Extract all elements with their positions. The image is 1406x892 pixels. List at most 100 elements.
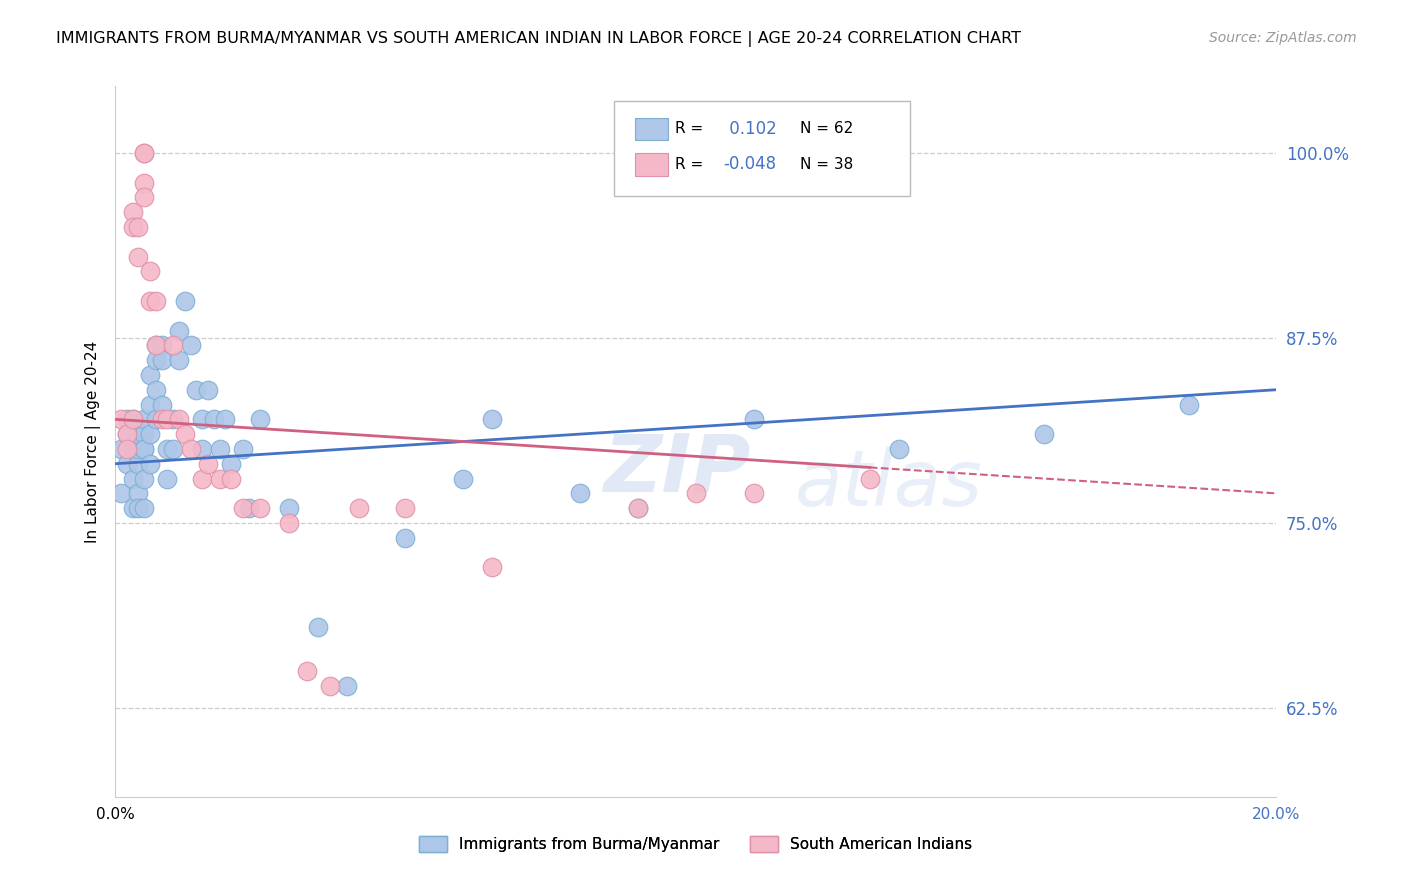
- Point: [238, 501, 260, 516]
- Point: [685, 486, 707, 500]
- Point: [127, 219, 149, 234]
- Point: [481, 560, 503, 574]
- Point: [481, 412, 503, 426]
- Point: [336, 679, 359, 693]
- Point: [278, 501, 301, 516]
- Point: [887, 442, 910, 456]
- Point: [186, 383, 208, 397]
- Point: [394, 501, 416, 516]
- Point: [134, 442, 156, 456]
- Point: [232, 442, 254, 456]
- Point: [208, 442, 231, 456]
- Point: [139, 457, 162, 471]
- Point: [249, 412, 271, 426]
- FancyBboxPatch shape: [614, 101, 911, 196]
- Point: [162, 412, 184, 426]
- Point: [214, 412, 236, 426]
- Point: [167, 353, 190, 368]
- Point: [202, 412, 225, 426]
- Point: [134, 412, 156, 426]
- Point: [127, 250, 149, 264]
- Y-axis label: In Labor Force | Age 20-24: In Labor Force | Age 20-24: [86, 341, 101, 542]
- Text: ZIP: ZIP: [603, 431, 751, 509]
- Point: [191, 412, 214, 426]
- Point: [115, 427, 138, 442]
- FancyBboxPatch shape: [636, 153, 668, 176]
- Text: IMMIGRANTS FROM BURMA/MYANMAR VS SOUTH AMERICAN INDIAN IN LABOR FORCE | AGE 20-2: IMMIGRANTS FROM BURMA/MYANMAR VS SOUTH A…: [56, 31, 1021, 47]
- Point: [115, 457, 138, 471]
- Point: [115, 427, 138, 442]
- Point: [1178, 398, 1201, 412]
- Point: [1032, 427, 1054, 442]
- Point: [121, 412, 143, 426]
- Point: [232, 501, 254, 516]
- Point: [742, 412, 765, 426]
- Point: [307, 619, 329, 633]
- Point: [127, 442, 149, 456]
- Point: [145, 293, 167, 308]
- Point: [139, 398, 162, 412]
- Text: 0.102: 0.102: [724, 120, 776, 138]
- Point: [121, 442, 143, 456]
- Point: [127, 457, 149, 471]
- Point: [110, 486, 132, 500]
- Point: [180, 338, 202, 352]
- Point: [295, 664, 318, 678]
- Text: Source: ZipAtlas.com: Source: ZipAtlas.com: [1209, 31, 1357, 45]
- Point: [197, 457, 219, 471]
- Point: [110, 442, 132, 456]
- Legend: Immigrants from Burma/Myanmar, South American Indians: Immigrants from Burma/Myanmar, South Ame…: [412, 829, 980, 860]
- Text: N = 38: N = 38: [800, 157, 853, 172]
- Text: atlas: atlas: [794, 446, 983, 522]
- Point: [742, 486, 765, 500]
- Point: [219, 471, 242, 485]
- Point: [145, 412, 167, 426]
- Point: [162, 338, 184, 352]
- Point: [568, 486, 591, 500]
- Point: [173, 427, 195, 442]
- Point: [150, 398, 173, 412]
- Point: [156, 412, 179, 426]
- Text: R =: R =: [675, 121, 707, 136]
- Point: [347, 501, 370, 516]
- Point: [319, 679, 342, 693]
- FancyBboxPatch shape: [636, 118, 668, 140]
- Point: [150, 338, 173, 352]
- Text: 0.0%: 0.0%: [96, 807, 135, 822]
- Point: [278, 516, 301, 530]
- Point: [208, 471, 231, 485]
- Point: [394, 531, 416, 545]
- Point: [167, 324, 190, 338]
- Point: [127, 427, 149, 442]
- Point: [139, 293, 162, 308]
- Point: [134, 501, 156, 516]
- Point: [115, 412, 138, 426]
- Point: [110, 412, 132, 426]
- Point: [121, 471, 143, 485]
- Point: [191, 442, 214, 456]
- Point: [219, 457, 242, 471]
- Point: [150, 353, 173, 368]
- Point: [453, 471, 475, 485]
- Point: [139, 427, 162, 442]
- Text: 20.0%: 20.0%: [1251, 807, 1301, 822]
- Point: [156, 471, 179, 485]
- Point: [191, 471, 214, 485]
- Point: [626, 501, 648, 516]
- Point: [173, 293, 195, 308]
- Point: [162, 442, 184, 456]
- Point: [180, 442, 202, 456]
- Point: [156, 442, 179, 456]
- Point: [134, 442, 156, 456]
- Point: [139, 368, 162, 382]
- Point: [134, 427, 156, 442]
- Point: [197, 383, 219, 397]
- Point: [145, 353, 167, 368]
- Point: [150, 412, 173, 426]
- Point: [139, 264, 162, 278]
- Point: [121, 412, 143, 426]
- Point: [134, 190, 156, 204]
- Point: [145, 338, 167, 352]
- Point: [134, 471, 156, 485]
- Point: [167, 412, 190, 426]
